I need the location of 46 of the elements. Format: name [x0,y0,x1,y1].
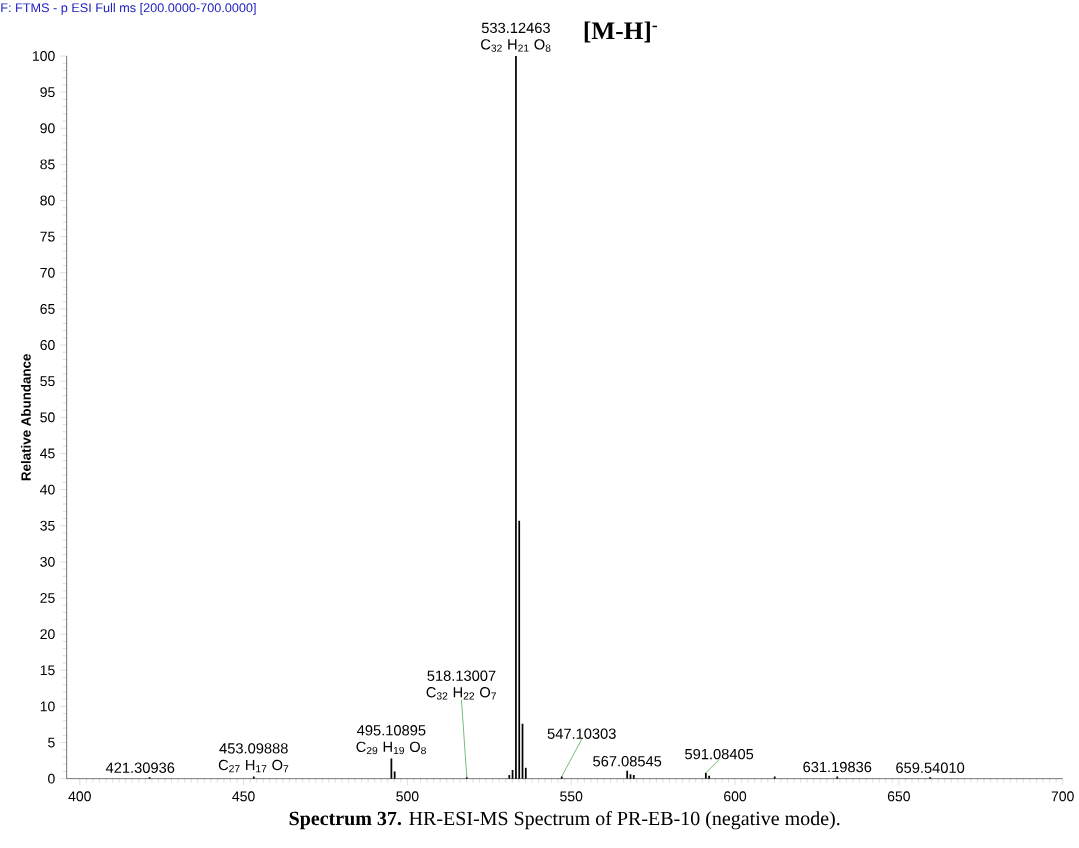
y-tick-label: 100 [33,51,55,61]
y-tick-label: 35 [40,520,55,531]
y-axis-title: Relative Abundance [20,354,31,481]
y-tick-label: 15 [40,665,55,676]
x-tick-label: 400 [68,791,91,802]
y-tick-label: 65 [40,303,55,314]
y-tick-label: 85 [40,159,55,170]
annotation: 495.10895 [357,725,426,736]
annotation: C$_{27}$ H$_{17}$ O$_{7}$ [218,759,289,773]
annotation: 547.10303 [547,728,616,739]
annotation: 591.08405 [685,748,754,760]
text: [M-H]$^{-}$ [584,21,658,43]
text: F: FTMS - p ESI Full ms [200.0000-700.0000] [1,2,256,15]
y-tick-label: 55 [40,376,55,387]
x-tick-label: 450 [232,791,255,802]
x-tick-label: 700 [1051,791,1074,802]
y-tick-label: 50 [40,412,55,423]
y-tick-label: 90 [40,123,55,134]
y-tick-label: 60 [40,340,55,351]
x-tick-label: 550 [560,791,583,802]
text: Spectrum 37. HR-ESI-MS Spectrum of PR-EB-10 (negative mode). [289,810,840,830]
y-tick-label: 30 [40,556,55,567]
annotation: C$_{32}$ H$_{22}$ O$_{7}$ [426,687,496,700]
annotation: 518.13007 [427,670,496,681]
annotation: 533.12463 [481,22,550,34]
annotation: 567.08545 [593,756,662,767]
y-tick-label: 25 [40,593,55,603]
annotation: 453.09888 [219,743,288,754]
annotation: C$_{32}$ H$_{21}$ O$_{8}$ [481,39,551,52]
annotation: 631.19836 [803,761,872,773]
annotation: C$_{29}$ H$_{19}$ O$_{8}$ [356,741,426,755]
y-tick-label: 0 [48,773,55,784]
y-tick-label: 75 [40,231,55,242]
y-tick-label: 20 [40,629,55,640]
y-tick-label: 40 [40,484,55,495]
x-tick-label: 500 [396,791,419,802]
y-tick-label: 70 [40,267,55,278]
y-tick-label: 5 [48,737,55,748]
annotation: 421.30936 [105,762,175,773]
y-tick-label: 80 [40,195,55,206]
y-tick-label: 95 [40,87,55,98]
y-tick-label: 10 [40,701,55,712]
annotation: 659.54010 [896,762,965,773]
x-tick-label: 600 [724,791,747,802]
y-tick-label: 45 [40,448,55,459]
x-tick-label: 650 [887,791,910,802]
